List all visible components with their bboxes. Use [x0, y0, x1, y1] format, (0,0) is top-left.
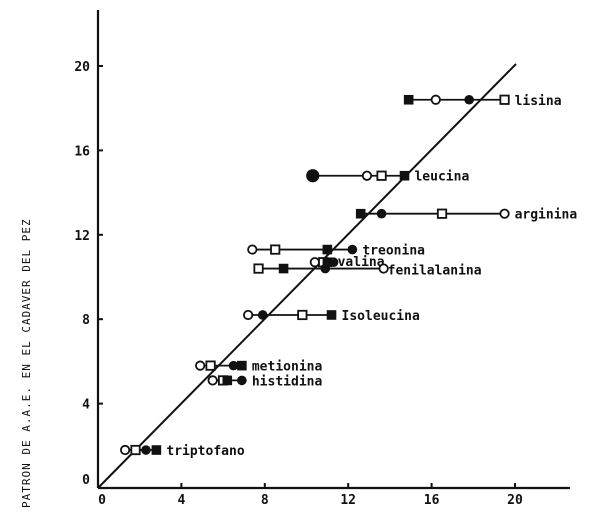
filled-square-marker: [322, 257, 333, 268]
x-tick-label: 12: [340, 493, 356, 508]
open-circle-marker: [361, 170, 373, 181]
filled-square-marker: [399, 170, 410, 181]
open-circle-marker: [207, 375, 218, 386]
series-label: lisina: [515, 94, 562, 109]
filled-circle-marker: [320, 263, 331, 274]
series-arginina: arginina: [355, 208, 578, 223]
open-circle-marker: [378, 263, 389, 274]
series-label: metionina: [252, 360, 323, 375]
open-square-marker: [205, 360, 216, 371]
axes: 0 4 8 12 16 20 0 4 8 12 16 20: [74, 10, 570, 508]
open-square-marker: [297, 309, 308, 321]
series-lisina: lisina: [403, 94, 562, 109]
series-treonina: treonina: [247, 244, 425, 259]
x-tick-label: 4: [177, 493, 185, 508]
x-tick-label: 16: [424, 493, 440, 508]
identity-line: [97, 63, 517, 489]
x-tick-label: 20: [507, 493, 523, 508]
y-tick-label: 8: [82, 313, 90, 328]
filled-circle-marker: [306, 169, 320, 183]
open-circle-marker: [309, 257, 320, 268]
y-tick-label: 12: [74, 229, 90, 244]
series-label: arginina: [515, 208, 578, 223]
x-tick-label: 0: [98, 493, 106, 508]
filled-circle-marker: [347, 244, 358, 255]
filled-square-marker: [326, 310, 337, 320]
series-metionina: metionina: [195, 360, 323, 375]
open-square-marker: [270, 244, 281, 255]
series-label: fenilalanina: [388, 264, 482, 279]
filled-circle-marker: [376, 208, 387, 219]
series-label: treonina: [362, 244, 425, 259]
open-square-marker: [253, 263, 264, 274]
filled-circle-marker: [257, 310, 268, 320]
filled-square-marker: [322, 244, 333, 255]
series-label: Isoleucina: [342, 309, 420, 324]
open-circle-marker: [430, 94, 441, 105]
filled-circle-marker: [141, 445, 151, 455]
filled-circle-marker: [228, 360, 239, 371]
filled-square-marker: [151, 445, 162, 455]
series-label: histidina: [252, 374, 323, 389]
open-square-marker: [499, 94, 510, 105]
series-triptofano: triptofano: [120, 444, 245, 459]
filled-square-marker: [237, 360, 247, 371]
filled-square-marker: [222, 375, 233, 386]
filled-circle-marker: [464, 94, 474, 105]
filled-circle-marker: [237, 375, 247, 386]
open-circle-marker: [120, 444, 131, 456]
filled-square-marker: [278, 263, 289, 274]
y-tick-label: 20: [74, 60, 90, 75]
open-square-marker: [436, 208, 448, 219]
series-histidina: histidina: [207, 374, 323, 389]
open-square-marker: [130, 444, 141, 456]
y-axis-title: PATRON DE A.A.E. EN EL CADAVER DEL PEZ: [20, 218, 33, 508]
y-tick-label: 0: [82, 473, 90, 488]
series-label: valina: [338, 255, 385, 270]
open-square-marker: [376, 170, 387, 181]
open-circle-marker: [247, 244, 258, 255]
filled-square-marker: [403, 94, 414, 105]
open-circle-marker: [243, 309, 254, 321]
identity-reference-line: [97, 63, 517, 489]
series-label: leucina: [414, 170, 469, 185]
x-tick-label: 8: [261, 493, 269, 508]
series-group: lisina leucina arginina treoninavalinafenil…: [120, 94, 578, 459]
series-label: triptofano: [166, 444, 244, 459]
filled-square-marker: [355, 208, 366, 219]
open-circle-marker: [499, 208, 510, 219]
y-tick-label: 16: [74, 144, 90, 159]
series-isoleucina: Isoleucina: [243, 309, 420, 324]
open-circle-marker: [195, 360, 206, 371]
y-tick-label: 4: [82, 398, 90, 413]
filled-circle-marker: [328, 257, 339, 268]
series-leucina: leucina: [306, 169, 469, 185]
series-fenilalanina: fenilalanina: [253, 263, 482, 279]
